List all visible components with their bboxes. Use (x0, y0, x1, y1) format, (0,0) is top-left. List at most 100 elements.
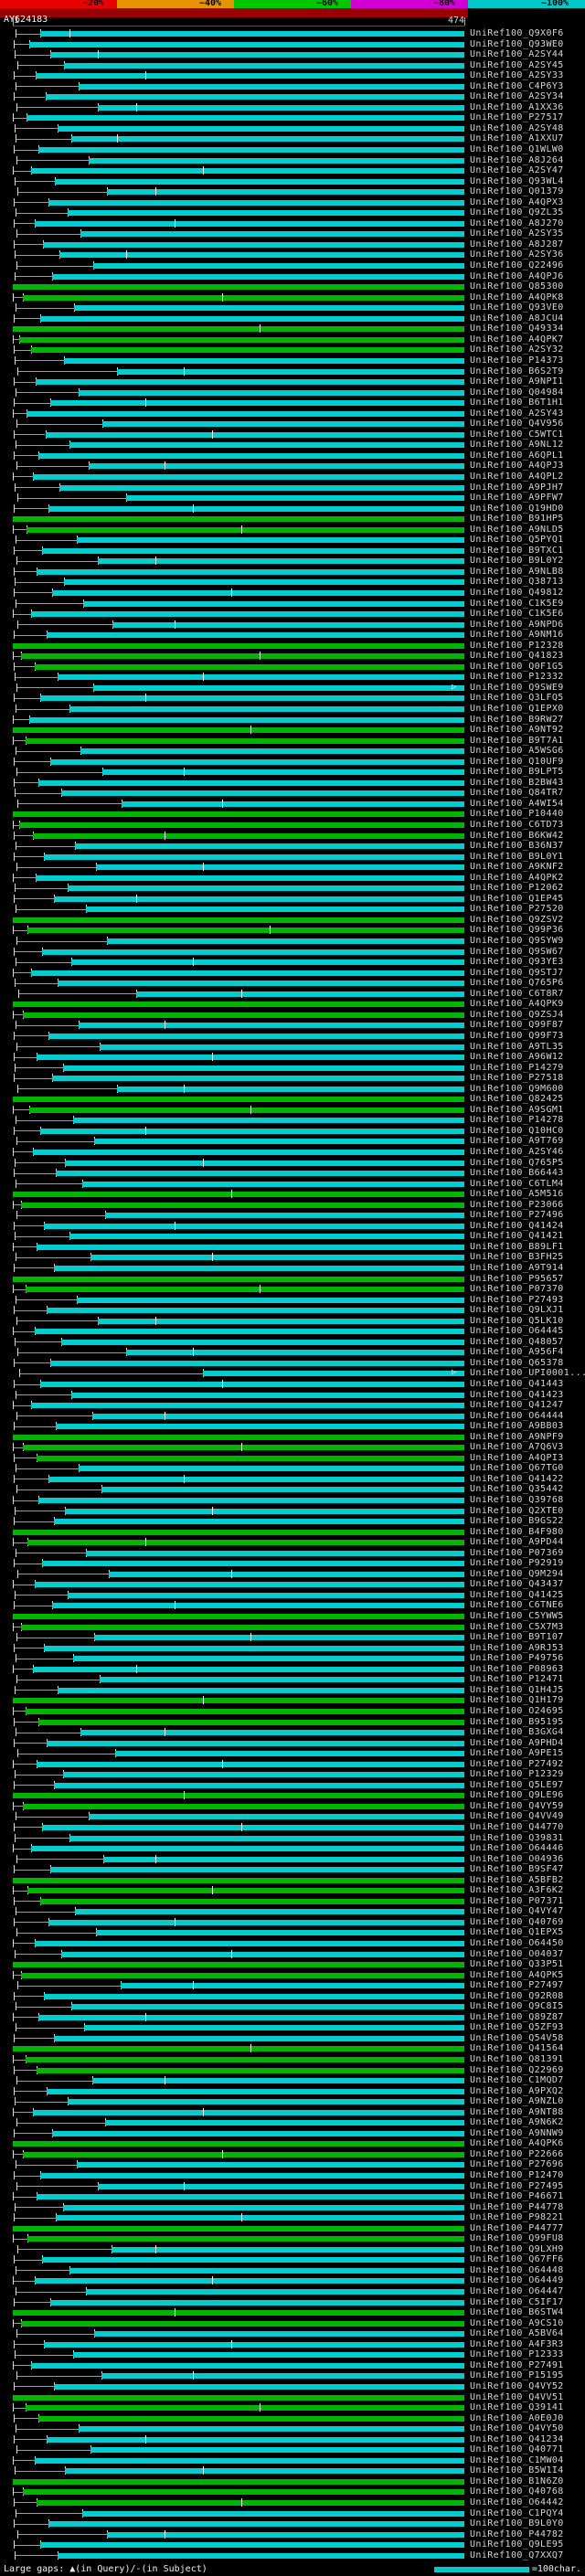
hit-label[interactable]: UniRef100_A1XX36 (470, 101, 564, 112)
hit-label[interactable]: UniRef100_P27517 (470, 112, 564, 123)
alignment-bar[interactable] (88, 463, 464, 470)
alignment-bar[interactable] (69, 1234, 464, 1240)
hit-label[interactable]: UniRef100_A0E0J0 (470, 2412, 564, 2423)
alignment-bar[interactable] (80, 748, 464, 755)
hit-label[interactable]: UniRef100_Q9SW67 (470, 946, 564, 957)
alignment-bar[interactable] (37, 1244, 464, 1250)
hit-label[interactable]: UniRef100_A4QPK5 (470, 1969, 564, 1980)
hit-label[interactable]: UniRef100_O64442 (470, 2496, 564, 2507)
alignment-bar[interactable] (58, 2552, 464, 2559)
hit-label[interactable]: UniRef100_Q41421 (470, 1231, 564, 1242)
alignment-bar[interactable] (105, 2120, 464, 2126)
hit-label[interactable]: UniRef100_O64448 (470, 2264, 564, 2275)
alignment-bar[interactable] (13, 1002, 464, 1008)
alignment-bar[interactable] (65, 1508, 464, 1514)
hit-label[interactable]: UniRef100_Q1EPX0 (470, 704, 564, 714)
hit-label[interactable]: UniRef100_Q9C8I5 (470, 2001, 564, 2012)
hit-label[interactable]: UniRef100_Q84TR7 (470, 788, 564, 799)
hit-label[interactable]: UniRef100_Q22496 (470, 260, 564, 271)
alignment-bar[interactable] (95, 1930, 464, 1936)
hit-label[interactable]: UniRef100_O64444 (470, 1410, 564, 1421)
hit-label[interactable]: UniRef100_B3FH25 (470, 1252, 564, 1263)
alignment-bar[interactable] (73, 305, 464, 312)
hit-label[interactable]: UniRef100_Q10HC0 (470, 1125, 564, 1136)
alignment-bar[interactable] (86, 2289, 464, 2295)
hit-label[interactable]: UniRef100_B6STW4 (470, 2307, 564, 2318)
alignment-bar[interactable] (40, 1898, 464, 1904)
alignment-bar[interactable] (21, 653, 464, 660)
hit-label[interactable]: UniRef100_B91HP5 (470, 514, 564, 525)
alignment-bar[interactable] (46, 2436, 464, 2443)
alignment-bar[interactable] (13, 642, 464, 649)
alignment-bar[interactable] (69, 442, 464, 449)
alignment-bar[interactable] (26, 115, 464, 122)
alignment-bar[interactable] (102, 769, 464, 776)
alignment-bar[interactable] (80, 231, 464, 238)
hit-label[interactable]: UniRef100_A4QPK2 (470, 872, 564, 883)
hit-label[interactable]: UniRef100_Q4VY52 (470, 2380, 564, 2391)
hit-label[interactable]: UniRef100_A9T769 (470, 1136, 564, 1147)
hit-label[interactable]: UniRef100_A1XXU7 (470, 133, 564, 144)
alignment-bar[interactable] (48, 1919, 464, 1925)
alignment-bar[interactable] (30, 970, 464, 976)
alignment-bar[interactable] (126, 1350, 464, 1356)
alignment-bar[interactable] (13, 1698, 464, 1704)
alignment-bar[interactable] (19, 822, 464, 829)
hit-label[interactable]: UniRef100_P07369 (470, 1547, 564, 1558)
hit-label[interactable]: UniRef100_Q41425 (470, 1589, 564, 1600)
hit-label[interactable]: UniRef100_A4QPK9 (470, 999, 564, 1010)
alignment-bar[interactable] (86, 906, 464, 913)
hit-label[interactable]: UniRef100_A9PJH7 (470, 482, 564, 493)
hit-label[interactable]: UniRef100_A9NLB8 (470, 566, 564, 577)
hit-label[interactable]: UniRef100_P27493 (470, 1294, 564, 1305)
hit-label[interactable]: UniRef100_Q39768 (470, 1495, 564, 1506)
hit-label[interactable]: UniRef100_A9CS10 (470, 2317, 564, 2328)
hit-label[interactable]: UniRef100_Q49812 (470, 587, 564, 598)
hit-label[interactable]: UniRef100_B4F980 (470, 1526, 564, 1537)
hit-label[interactable]: UniRef100_Q9ZL35 (470, 207, 564, 218)
alignment-bar[interactable] (35, 1329, 464, 1335)
hit-label[interactable]: UniRef100_C5X7M3 (470, 1621, 564, 1632)
alignment-bar[interactable] (49, 400, 464, 407)
hit-label[interactable]: UniRef100_A4WI54 (470, 798, 564, 809)
alignment-bar[interactable] (40, 695, 464, 702)
alignment-bar[interactable] (58, 1687, 464, 1693)
hit-label[interactable]: UniRef100_Q82425 (470, 1094, 564, 1105)
alignment-bar[interactable] (54, 178, 464, 185)
alignment-bar[interactable] (65, 1160, 464, 1166)
hit-label[interactable]: UniRef100_A2SY34 (470, 91, 564, 102)
alignment-bar[interactable] (13, 1097, 464, 1103)
alignment-bar[interactable] (23, 2489, 464, 2496)
alignment-bar[interactable] (91, 2078, 464, 2084)
alignment-bar[interactable] (45, 94, 464, 101)
alignment-bar[interactable] (74, 1909, 464, 1915)
alignment-bar[interactable] (23, 1803, 464, 1809)
alignment-bar[interactable] (70, 136, 464, 143)
hit-label[interactable]: UniRef100_A9NPI1 (470, 376, 564, 387)
alignment-bar[interactable] (46, 1740, 464, 1746)
hit-label[interactable]: UniRef100_Q38713 (470, 577, 564, 588)
alignment-bar[interactable] (46, 1308, 464, 1314)
alignment-bar[interactable] (13, 2225, 464, 2231)
alignment-bar[interactable] (67, 885, 464, 892)
alignment-bar[interactable] (79, 1466, 464, 1472)
alignment-bar[interactable] (44, 2341, 464, 2348)
alignment-bar[interactable] (101, 2373, 464, 2380)
hit-label[interactable]: UniRef100_O64447 (470, 2286, 564, 2297)
hit-label[interactable]: UniRef100_Q43437 (470, 1579, 564, 1590)
alignment-bar[interactable] (21, 1202, 464, 1208)
hit-label[interactable]: UniRef100_Q92R08 (470, 1990, 564, 2001)
alignment-bar[interactable] (114, 1751, 464, 1757)
alignment-bar[interactable] (49, 1360, 464, 1366)
alignment-bar[interactable] (49, 758, 464, 765)
hit-label[interactable]: UniRef100_Q10UF9 (470, 756, 564, 767)
alignment-bar[interactable] (13, 811, 464, 818)
alignment-bar[interactable] (63, 1772, 464, 1778)
alignment-bar[interactable] (27, 928, 464, 934)
alignment-bar[interactable] (67, 2099, 464, 2105)
alignment-bar[interactable] (58, 125, 464, 132)
hit-label[interactable]: UniRef100_Q4VV51 (470, 2391, 564, 2402)
hit-label[interactable]: UniRef100_A9NM16 (470, 630, 564, 641)
alignment-bar[interactable] (32, 473, 464, 480)
hit-label[interactable]: UniRef100_Q40769 (470, 1916, 564, 1927)
